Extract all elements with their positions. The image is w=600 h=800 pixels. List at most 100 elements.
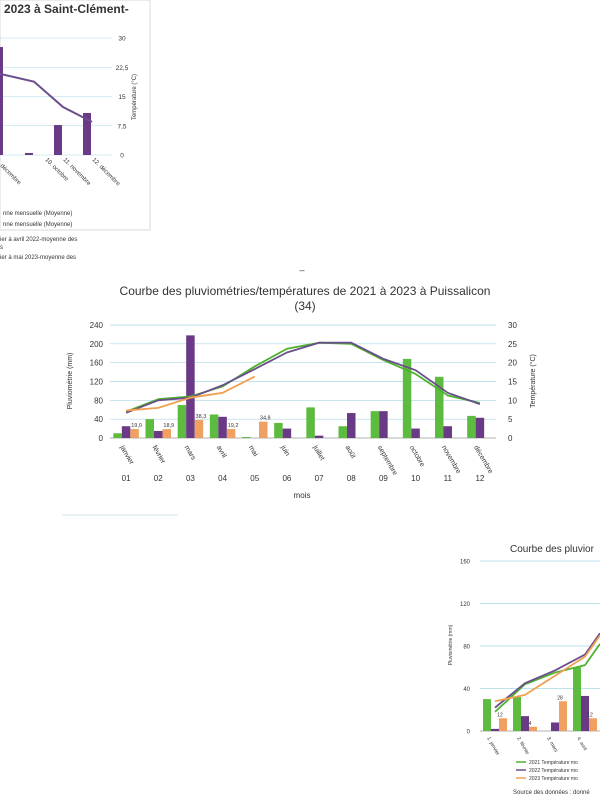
chart-3-bar <box>521 716 529 731</box>
chart-2-month-numbers: 01 02 03 04 05 06 07 08 09 10 11 12 <box>122 474 485 483</box>
chart-2-left-tick: 0 <box>99 434 104 443</box>
chart-2-left-tick: 80 <box>94 396 103 405</box>
chart-2-x-label: février <box>151 445 167 466</box>
chart-1-bars <box>0 47 91 155</box>
chart-3-y-tick: 80 <box>463 645 470 651</box>
chart-2-bar <box>113 433 122 438</box>
chart-2-right-tick: 10 <box>508 396 517 405</box>
chart-3-y-tick: 0 <box>467 730 471 736</box>
chart-2-data-labels: 19,0 18,9 38,3 19,2 34,8 <box>131 414 270 429</box>
chart-2-right-tick: 30 <box>508 321 517 330</box>
chart-3-x-label: 1. janvier <box>485 736 501 757</box>
chart-2-data-label: 19,0 <box>131 423 142 429</box>
chart-1-y-axis-label: Température (°C) <box>132 74 138 120</box>
chart-2-bar <box>338 426 347 438</box>
chart-2-bar <box>121 426 131 438</box>
chart-2-bar <box>443 426 452 438</box>
chart-2-x-label: septembre <box>376 445 399 477</box>
chart-2-right-tick: 5 <box>508 415 513 424</box>
chart-2-left-tick: 200 <box>90 340 104 349</box>
chart-2-x-label: novembre <box>440 445 462 476</box>
chart-2-x-label: octobre <box>408 445 426 469</box>
chart-3-data-labels: 12 4 28 12 <box>497 695 593 727</box>
chart-2-data-label: 38,3 <box>196 414 207 420</box>
chart-2-bar <box>282 428 292 438</box>
chart-3-legend: 2021 Température mo 2022 Température mo 20… <box>516 760 578 782</box>
chart-2-bar <box>347 413 356 438</box>
chart-1-y-tick: 7,5 <box>117 123 126 130</box>
chart-2-x-label: mars <box>183 445 197 462</box>
chart-1: 2023 à Saint-Clément- décembre 10. octobr… <box>0 0 151 261</box>
chart-2-month-number: 09 <box>379 474 388 483</box>
chart-2-grid <box>110 324 496 439</box>
chart-1-legend: nne mensuelle (Moyenne) nne mensuelle (Mo… <box>0 211 77 261</box>
chart-2-bar <box>467 415 476 438</box>
chart-1-bar-partial <box>0 47 3 155</box>
chart-2-month-number: 02 <box>154 474 163 483</box>
chart-2-month-number: 03 <box>186 474 195 483</box>
chart-3-y-ticks: 160 120 80 40 0 <box>460 560 471 736</box>
chart-2-left-tick: 160 <box>90 359 104 368</box>
chart-3-bar <box>589 718 597 731</box>
chart-1-temperature-line <box>0 72 93 123</box>
chart-2-bar <box>475 417 485 438</box>
chart-3-bar <box>499 718 507 731</box>
chart-3-y-tick: 40 <box>463 687 470 693</box>
chart-2-bar <box>259 421 268 438</box>
chart-2-bar <box>379 411 388 438</box>
chart-2-data-label: 34,8 <box>260 416 271 422</box>
chart-2-data-label: 18,9 <box>163 423 174 429</box>
chart-2-bar <box>162 429 171 438</box>
chart-2-x-axis-label: mois <box>294 491 311 500</box>
chart-1-line <box>0 72 93 123</box>
chart-1-legend-text: nne mensuelle (Moyenne) <box>3 211 72 217</box>
chart-1-bar <box>25 153 33 155</box>
chart-2-month-number: 11 <box>444 474 453 483</box>
chart-2-right-tick: 15 <box>508 378 517 387</box>
chart-1-title: 2023 à Saint-Clément- <box>4 2 129 16</box>
chart-3-line <box>494 632 600 709</box>
chart-2-month-number: 10 <box>411 474 420 483</box>
chart-1-legend-text: ier à avril 2022-moyenne des <box>0 237 77 243</box>
chart-2-bar <box>411 428 420 438</box>
chart-3-bar <box>573 667 581 731</box>
chart-2-month-number: 04 <box>218 474 227 483</box>
chart-3-data-label: 28 <box>557 695 563 701</box>
chart-2-bar <box>242 437 251 438</box>
chart-3-legend-text: 2023 Température mo <box>529 776 578 782</box>
chart-1-x-label: décembre <box>0 163 22 187</box>
chart-3-bar <box>491 728 499 731</box>
chart-2-right-tick: 20 <box>508 359 517 368</box>
chart-3-legend-text: 2022 Température mo <box>529 768 578 774</box>
chart-2-month-number: 06 <box>282 474 291 483</box>
chart-2-month-number: 07 <box>315 474 324 483</box>
chart-3-bar <box>513 697 521 731</box>
chart-3-bar <box>483 699 491 731</box>
chart-3-y-tick: 120 <box>460 602 471 608</box>
chart-2-x-label: août <box>344 445 357 460</box>
chart-2-x-label: janvier <box>118 444 135 467</box>
chart-1-y-tick: 0 <box>120 153 124 160</box>
chart-2: Courbe des pluviométries/températures de… <box>67 284 537 500</box>
chart-2-bar <box>194 419 204 438</box>
chart-3-bar <box>551 722 559 731</box>
chart-3-source: Source des données : donné <box>513 790 590 796</box>
chart-2-title-line1: Courbe des pluviométries/températures de… <box>120 284 491 298</box>
chart-3-bar <box>559 701 567 731</box>
chart-3-data-label: 12 <box>497 712 503 718</box>
chart-1-legend-text: ier à mai 2023-moyenne des <box>0 255 76 261</box>
chart-3-line <box>494 634 600 703</box>
chart-3: Courbe des pluvior 12 4 28 12 160 120 80 40 0 1… <box>448 544 600 796</box>
chart-3-x-label: 3. mars <box>545 736 559 754</box>
chart-3-y-tick: 160 <box>460 560 471 566</box>
chart-2-left-ticks: 240 200 160 120 80 40 0 <box>90 321 104 443</box>
chart-2-temperature-lines <box>125 341 481 414</box>
chart-2-left-tick: 40 <box>94 415 103 424</box>
chart-2-title-line2: (34) <box>294 299 315 313</box>
chart-2-line <box>126 375 256 412</box>
chart-1-y-tick: 30 <box>118 36 126 43</box>
chart-2-bar <box>218 416 227 438</box>
chart-2-month-number: 08 <box>347 474 356 483</box>
chart-2-bar <box>306 407 315 438</box>
